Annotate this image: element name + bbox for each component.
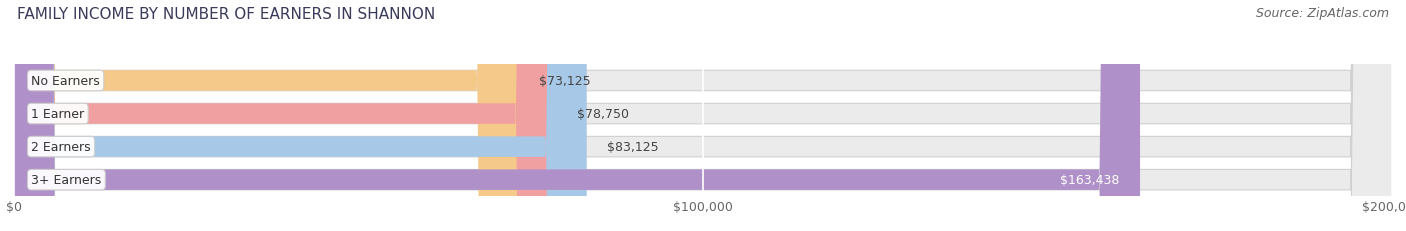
- Text: 1 Earner: 1 Earner: [31, 108, 84, 121]
- Text: $78,750: $78,750: [578, 108, 630, 121]
- FancyBboxPatch shape: [14, 0, 557, 231]
- FancyBboxPatch shape: [14, 0, 1392, 231]
- FancyBboxPatch shape: [14, 0, 1392, 231]
- Text: 3+ Earners: 3+ Earners: [31, 173, 101, 186]
- Text: No Earners: No Earners: [31, 75, 100, 88]
- Text: FAMILY INCOME BY NUMBER OF EARNERS IN SHANNON: FAMILY INCOME BY NUMBER OF EARNERS IN SH…: [17, 7, 434, 22]
- FancyBboxPatch shape: [14, 0, 586, 231]
- Text: Source: ZipAtlas.com: Source: ZipAtlas.com: [1256, 7, 1389, 20]
- Text: 2 Earners: 2 Earners: [31, 140, 91, 153]
- FancyBboxPatch shape: [14, 0, 517, 231]
- FancyBboxPatch shape: [14, 0, 1392, 231]
- Text: $83,125: $83,125: [607, 140, 659, 153]
- Text: $163,438: $163,438: [1060, 173, 1119, 186]
- FancyBboxPatch shape: [14, 0, 1140, 231]
- FancyBboxPatch shape: [14, 0, 1392, 231]
- Text: $73,125: $73,125: [538, 75, 591, 88]
